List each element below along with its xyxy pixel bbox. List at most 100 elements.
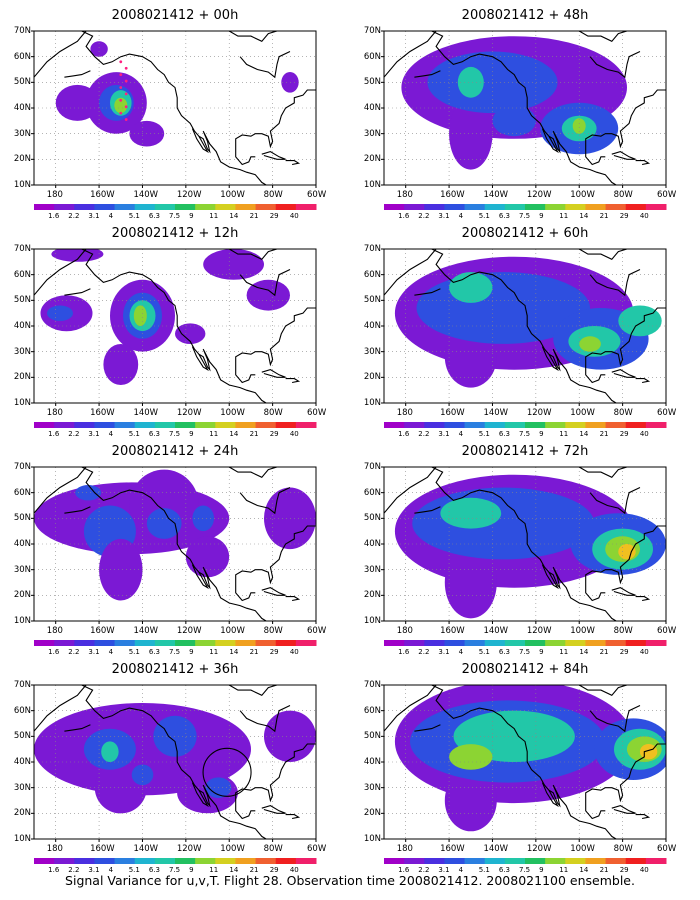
- latitude-label: 60N: [363, 487, 381, 498]
- longitude-label: 100W: [570, 190, 595, 200]
- latitude-label: 40N: [363, 103, 381, 113]
- variance-contour: [492, 105, 536, 137]
- variance-contour: [47, 305, 73, 321]
- colorbar-label: 4: [108, 648, 114, 656]
- variance-contour: [412, 487, 595, 560]
- latitude-label: 40N: [13, 103, 31, 113]
- colorbar-swatch: [134, 422, 156, 428]
- latitude-label: 20N: [13, 590, 31, 601]
- colorbar-swatch: [424, 422, 445, 428]
- colorbar-label: 6.3: [148, 648, 160, 656]
- coastline: [64, 288, 91, 296]
- colorbar-swatch: [215, 858, 236, 864]
- colorbar-label: 6.3: [498, 866, 510, 874]
- colorbar-label: 1.6: [398, 866, 410, 874]
- latitude-label: 50N: [363, 731, 381, 742]
- colorbar-swatch: [384, 640, 405, 646]
- colorbar-swatch: [195, 422, 216, 428]
- colorbar-label: 2.2: [418, 212, 430, 220]
- coastline: [635, 814, 651, 820]
- colorbar-label: 6.3: [498, 212, 510, 220]
- coastline: [239, 269, 291, 297]
- colorbar-swatch: [74, 640, 95, 646]
- coastline: [228, 467, 278, 478]
- colorbar-swatch: [275, 858, 297, 864]
- colorbar-label: 6.3: [148, 866, 160, 874]
- longitude-label: 60W: [657, 408, 677, 418]
- coastline: [239, 487, 291, 515]
- colorbar-label: 11: [559, 212, 569, 220]
- variance-contour: [457, 66, 484, 98]
- colorbar-label: 29: [269, 866, 279, 874]
- colorbar-label: 4: [458, 648, 464, 656]
- colorbar-label: 29: [619, 648, 629, 656]
- colorbar-swatch: [295, 204, 317, 210]
- coastline: [285, 160, 301, 166]
- longitude-label: 60W: [307, 626, 327, 636]
- longitude-label: 180: [46, 626, 63, 636]
- longitude-label: 60W: [307, 408, 327, 418]
- colorbar-swatch: [134, 640, 156, 646]
- coastline: [611, 151, 636, 160]
- colorbar-swatch: [545, 204, 566, 210]
- longitude-label: 60W: [657, 190, 677, 200]
- colorbar-label: 2.2: [418, 648, 430, 656]
- colorbar-label: 1.6: [398, 212, 410, 220]
- latitude-label: 20N: [13, 154, 31, 165]
- coastline: [34, 685, 87, 732]
- colorbar-swatch: [235, 204, 257, 210]
- coastline: [384, 249, 437, 296]
- longitude-label: 60W: [657, 844, 677, 854]
- longitude-label: 80W: [263, 190, 283, 200]
- colorbar-swatch: [585, 858, 607, 864]
- latitude-label: 60N: [13, 487, 31, 498]
- observation-point: [124, 118, 128, 121]
- colorbar-label: 2.2: [68, 430, 80, 438]
- colorbar-label: 21: [599, 866, 609, 874]
- variance-contour: [449, 272, 493, 303]
- longitude-label: 160W: [90, 190, 115, 200]
- colorbar-swatch: [255, 204, 277, 210]
- coastline: [228, 685, 278, 696]
- colorbar-label: 29: [269, 648, 279, 656]
- longitude-label: 180: [396, 190, 413, 200]
- colorbar-label: 9: [189, 648, 194, 656]
- longitude-label: 160W: [440, 844, 465, 854]
- colorbar-label: 3.1: [438, 648, 450, 656]
- colorbar-swatch: [525, 204, 546, 210]
- panel-title: 2008021412 + 84h: [461, 662, 589, 677]
- variance-map: [31, 248, 317, 428]
- coastline: [285, 814, 301, 820]
- coastline: [239, 51, 291, 79]
- longitude-label: 60W: [657, 626, 677, 636]
- colorbar-swatch: [605, 422, 627, 428]
- variance-contour: [114, 97, 128, 114]
- colorbar-label: 7.5: [169, 212, 181, 220]
- colorbar-swatch: [625, 422, 647, 428]
- colorbar-swatch: [94, 422, 116, 428]
- colorbar-label: 9: [539, 866, 544, 874]
- colorbar-label: 21: [249, 866, 259, 874]
- coastline: [635, 160, 651, 166]
- variance-map: [31, 466, 317, 646]
- coastline: [611, 369, 636, 378]
- latitude-label: 70N: [13, 462, 31, 472]
- latitude-label: 10N: [363, 834, 381, 844]
- variance-map: [31, 30, 317, 210]
- colorbar-label: 40: [639, 648, 649, 656]
- colorbar-label: 11: [209, 648, 219, 656]
- latitude-label: 30N: [13, 346, 31, 357]
- colorbar-swatch: [605, 858, 627, 864]
- colorbar-swatch: [114, 640, 136, 646]
- coastline: [414, 724, 441, 732]
- latitude-label: 30N: [363, 782, 381, 793]
- colorbar-swatch: [54, 640, 75, 646]
- colorbar-swatch: [625, 858, 647, 864]
- variance-contour: [444, 546, 497, 619]
- colorbar-swatch: [295, 422, 317, 428]
- colorbar-label: 7.5: [519, 212, 531, 220]
- longitude-label: 80W: [613, 844, 633, 854]
- colorbar-label: 7.5: [519, 866, 531, 874]
- colorbar-swatch: [484, 640, 506, 646]
- colorbar-swatch: [275, 422, 297, 428]
